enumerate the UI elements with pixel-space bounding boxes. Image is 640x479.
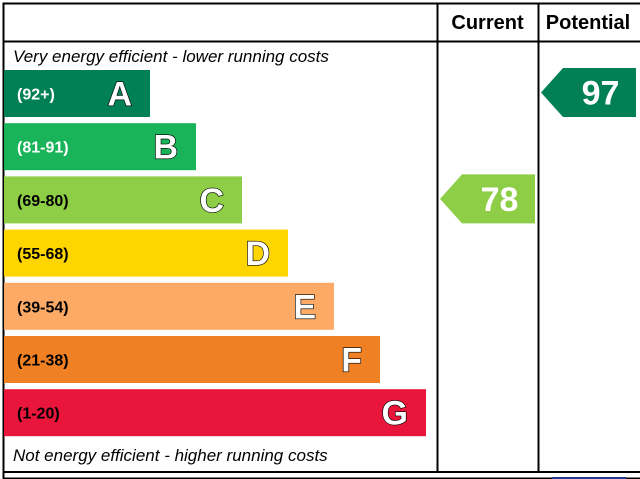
potential-rating-arrow [541,68,636,117]
band-range-label: (21-38) [17,353,69,370]
band-bar-a [4,70,150,117]
band-bar-d [4,229,288,277]
current-column-header: Current [451,12,524,34]
band-range-label: (69-80) [17,193,69,210]
band-letter-label: G [382,395,408,433]
band-bar-g [4,389,426,437]
band-bar-e [4,282,334,330]
band-d: (55-68) D [4,229,288,277]
band-f: (21-38) F [4,336,380,383]
current-rating-arrow [440,174,535,224]
band-range-label: (92+) [17,87,55,104]
band-bar-f [4,336,380,383]
band-letter-label: C [199,182,224,220]
rating-bands: (92+) A (81-91) B (69-80) C (55-68) D (39-54) E (2… [4,70,426,437]
band-e: (39-54) E [4,282,334,330]
band-letter-label: A [107,76,132,114]
band-letter-label: D [245,235,270,273]
band-g: (1-20) G [4,389,426,437]
band-bar-c [4,176,242,224]
band-letter-label: B [153,129,178,167]
band-range-label: (81-91) [17,140,69,157]
current-rating: 78 [440,174,535,224]
bottom-efficiency-note: Not energy efficient - higher running co… [13,446,328,465]
band-bar-b [4,123,196,171]
band-range-label: (55-68) [17,246,69,263]
rating-markers: 78 97 [440,68,636,224]
band-letter-label: E [293,288,316,326]
top-efficiency-note: Very energy efficient - lower running co… [13,47,329,66]
band-a: (92+) A [4,70,150,117]
band-range-label: (1-20) [17,406,60,423]
potential-rating: 97 [541,68,636,117]
potential-column-header: Potential [546,12,630,34]
current-rating-value: 78 [481,181,519,219]
band-letter-label: F [341,342,362,380]
band-range-label: (39-54) [17,299,69,316]
band-c: (69-80) C [4,176,242,224]
band-b: (81-91) B [4,123,196,171]
potential-rating-value: 97 [582,75,620,113]
